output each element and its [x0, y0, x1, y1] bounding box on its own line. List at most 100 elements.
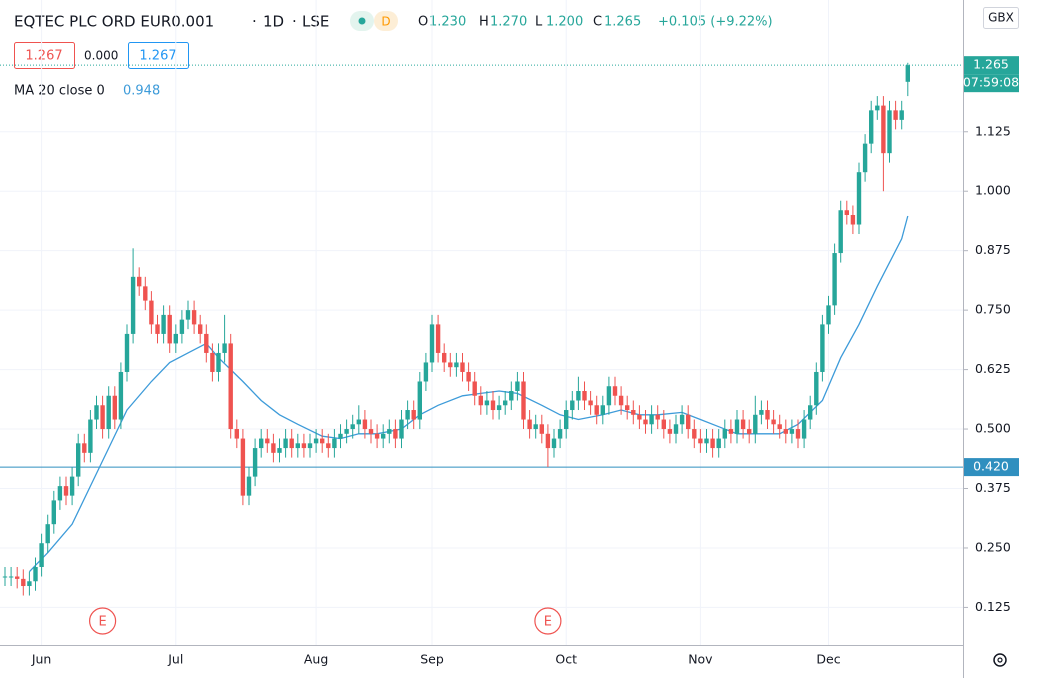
candle-body	[747, 429, 752, 434]
currency[interactable]: GBX	[988, 11, 1014, 25]
candle-body	[240, 438, 246, 496]
settings-gear[interactable]	[993, 653, 1007, 667]
sell-button[interactable]	[14, 42, 75, 69]
candle-body	[423, 362, 429, 382]
candle-body	[625, 405, 630, 411]
event-label: E	[98, 615, 106, 630]
candle-body	[490, 400, 496, 411]
currency-box[interactable]	[983, 7, 1019, 29]
last-price-badge	[964, 56, 1019, 75]
buy-price[interactable]: 1.267	[139, 49, 176, 64]
candle-body	[344, 429, 349, 434]
delay-badge	[374, 11, 398, 31]
candle-body	[564, 410, 569, 430]
candle-body	[368, 429, 374, 434]
candle-body	[686, 414, 691, 430]
candle-body	[545, 433, 551, 449]
candle-body	[771, 419, 776, 425]
candle-body	[826, 305, 831, 325]
candle-body	[527, 419, 532, 430]
buy-button[interactable]	[128, 42, 189, 69]
candle-body	[533, 424, 538, 430]
candle-body	[283, 438, 288, 449]
y-tick-label: 1.125	[975, 123, 1011, 138]
candle-body	[643, 419, 648, 425]
candle-body	[655, 414, 660, 420]
candle-body	[228, 343, 233, 430]
candle-body	[466, 371, 471, 382]
candle-body	[905, 65, 910, 82]
candle-body	[94, 405, 99, 420]
candle-body	[893, 110, 898, 120]
candle-body	[856, 172, 862, 225]
candle-body	[576, 390, 581, 401]
y-tick-label: 0.250	[975, 539, 1011, 554]
candle-body	[844, 210, 849, 215]
candle-body	[600, 405, 605, 415]
interval: 1D	[263, 13, 284, 31]
candle-body	[765, 410, 770, 420]
candle-body	[167, 314, 172, 344]
x-tick-label: Jul	[167, 652, 183, 667]
candle-body	[265, 438, 270, 444]
candle-body	[179, 319, 185, 334]
candle-body	[478, 395, 483, 406]
candle-body	[320, 438, 325, 444]
y-tick-label: 0.375	[975, 480, 1011, 495]
ohlc-label: C	[593, 15, 602, 30]
candle-body	[503, 400, 508, 406]
ohlc-value: 1.265	[604, 15, 641, 30]
candle-body	[582, 390, 587, 401]
candle-body	[484, 400, 490, 406]
candle-body	[753, 414, 758, 434]
candle-body	[21, 578, 26, 587]
candle-body	[137, 276, 142, 287]
candle-body	[51, 500, 56, 525]
sell-price[interactable]: 1.267	[25, 49, 62, 64]
x-tick-label: Oct	[555, 652, 577, 667]
x-tick-label: Dec	[816, 652, 840, 667]
ohlc-value: 1.230	[429, 15, 466, 30]
candle-body	[509, 390, 514, 401]
candle-body	[887, 110, 892, 154]
candle-body	[277, 448, 282, 453]
candle-body	[496, 405, 502, 411]
candle-body	[588, 400, 593, 406]
candle-body	[100, 405, 105, 430]
candle-body	[667, 429, 673, 434]
candle-body	[734, 419, 740, 434]
candle-body	[216, 352, 221, 372]
candle-body	[411, 410, 416, 420]
candle-body	[350, 424, 355, 430]
candle-body	[313, 438, 319, 444]
candle-body	[8, 576, 14, 578]
candle-body	[661, 419, 666, 430]
settings-icon[interactable]	[993, 653, 1007, 667]
candle-body	[191, 310, 197, 325]
indicator-name: MA 20 close 0	[14, 84, 105, 99]
candle-body	[39, 543, 44, 567]
candle-body	[594, 405, 599, 415]
candle-body	[27, 581, 32, 587]
candle-body	[692, 429, 697, 439]
candle-body	[850, 215, 856, 225]
candle-body	[472, 381, 477, 396]
candle-body	[814, 371, 819, 406]
candle-body	[515, 381, 520, 391]
event-label: E	[544, 615, 552, 630]
candle-body	[606, 386, 612, 406]
delay-badge-text: D	[381, 15, 390, 29]
hline-badge	[964, 458, 1019, 477]
candle-body	[801, 419, 807, 439]
candle-body	[679, 414, 685, 425]
candle-body	[362, 419, 368, 430]
candle-body	[899, 110, 904, 120]
candle-body	[88, 419, 93, 453]
y-tick-label: 0.875	[975, 242, 1011, 257]
separator: ·	[292, 13, 297, 31]
candle-body	[173, 333, 178, 344]
candle-body	[112, 395, 117, 420]
settings-gear-center[interactable]	[997, 657, 1003, 663]
